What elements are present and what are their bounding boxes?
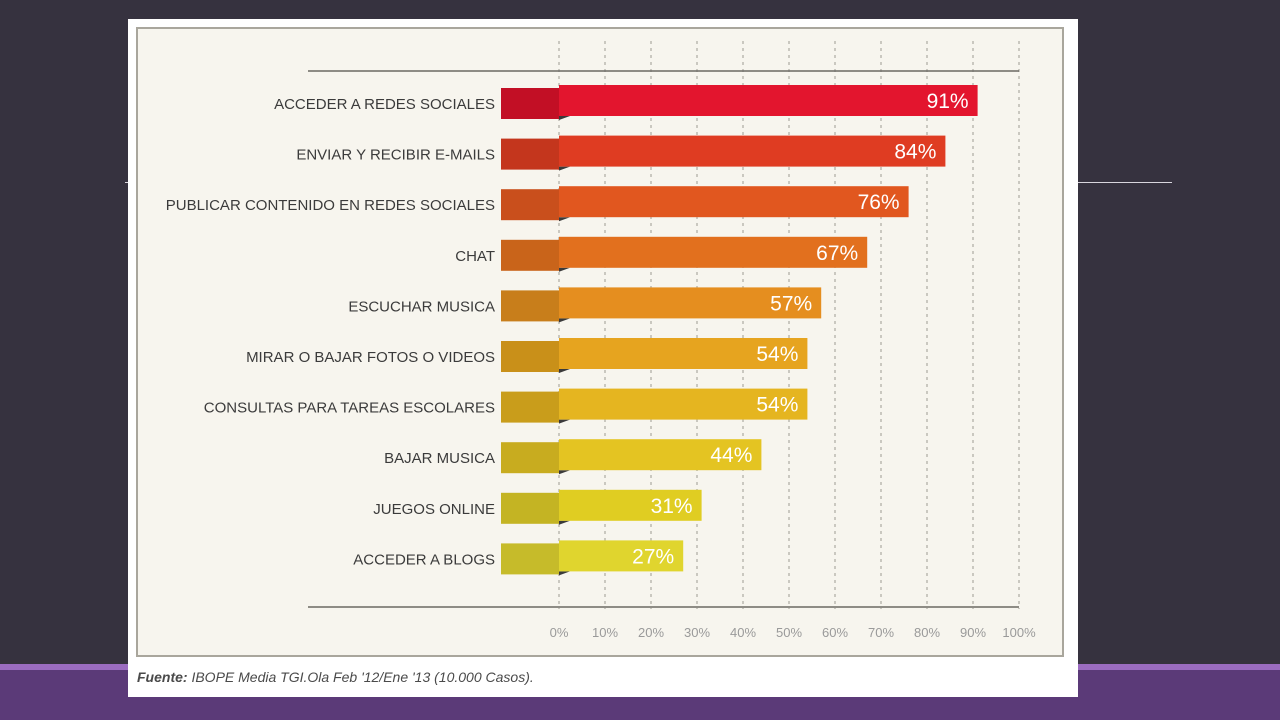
tick-label-6: 60% — [822, 625, 848, 640]
bar-8 — [559, 489, 702, 521]
bar-9 — [559, 540, 684, 572]
bar-4 — [559, 287, 822, 319]
chart-image: 91% ACCEDER A REDES SOCIALES 84% ENVIAR Y R… — [128, 19, 1078, 697]
category-label-5: MIRAR O BAJAR FOTOS O VIDEOS — [246, 349, 495, 366]
category-label-4: ESCUCHAR MUSICA — [348, 298, 495, 315]
tick-label-0: 0% — [550, 625, 569, 640]
bar-value-label-8: 31% — [651, 495, 693, 518]
source-label: Fuente: — [137, 669, 188, 685]
source-text: IBOPE Media TGI.Ola Feb '12/Ene '13 (10.… — [191, 669, 534, 685]
bar-fold-1 — [559, 166, 570, 171]
bar-value-label-6: 54% — [756, 394, 798, 417]
bar-fold-2 — [559, 217, 570, 222]
category-label-0: ACCEDER A REDES SOCIALES — [274, 96, 495, 113]
bar-tab-0 — [501, 88, 559, 119]
bar-fold-5 — [559, 369, 570, 373]
bar-3 — [559, 236, 868, 268]
bar-value-label-3: 67% — [816, 242, 858, 265]
category-label-3: CHAT — [455, 248, 495, 265]
bar-tab-6 — [501, 391, 559, 423]
bar-value-label-5: 54% — [756, 343, 798, 366]
category-label-6: CONSULTAS PARA TAREAS ESCOLARES — [204, 400, 495, 417]
tick-label-4: 40% — [730, 625, 756, 640]
bar-tab-1 — [501, 138, 559, 170]
bar-0 — [559, 85, 978, 116]
bar-fold-4 — [559, 318, 570, 323]
bar-fold-8 — [559, 520, 570, 525]
source-note: Fuente: IBOPE Media TGI.Ola Feb '12/Ene … — [137, 669, 534, 685]
bar-fold-7 — [559, 470, 570, 475]
bar-1 — [559, 135, 946, 167]
bar-tab-5 — [501, 341, 559, 372]
category-label-2: PUBLICAR CONTENIDO EN REDES SOCIALES — [166, 197, 495, 214]
bar-fold-0 — [559, 116, 570, 120]
tick-label-10: 100% — [1002, 625, 1036, 640]
category-label-9: ACCEDER A BLOGS — [353, 551, 495, 568]
tick-label-5: 50% — [776, 625, 802, 640]
category-label-1: ENVIAR Y RECIBIR E-MAILS — [296, 147, 495, 164]
bar-tab-9 — [501, 543, 559, 575]
decor-line-right — [1078, 182, 1172, 183]
category-label-8: JUEGOS ONLINE — [373, 501, 495, 518]
bar-tab-3 — [501, 239, 559, 271]
bar-fold-9 — [559, 571, 570, 576]
bar-5 — [559, 338, 808, 369]
bar-fold-3 — [559, 267, 570, 272]
bar-tab-2 — [501, 189, 559, 221]
tick-label-2: 20% — [638, 625, 664, 640]
tick-label-8: 80% — [914, 625, 940, 640]
bar-chart: 91% ACCEDER A REDES SOCIALES 84% ENVIAR Y R… — [166, 41, 1036, 640]
bar-value-label-4: 57% — [770, 292, 812, 315]
tick-label-3: 30% — [684, 625, 710, 640]
bar-tab-8 — [501, 492, 559, 524]
tick-label-7: 70% — [868, 625, 894, 640]
bar-value-label-9: 27% — [632, 545, 674, 568]
chart-frame: 91% ACCEDER A REDES SOCIALES 84% ENVIAR Y R… — [136, 27, 1064, 657]
bar-2 — [559, 186, 909, 218]
bar-fold-6 — [559, 419, 570, 424]
bar-6 — [559, 388, 808, 420]
bar-7 — [559, 439, 762, 471]
bar-value-label-7: 44% — [710, 444, 752, 467]
bar-value-label-1: 84% — [894, 141, 936, 164]
bar-tab-4 — [501, 290, 559, 322]
bar-value-label-0: 91% — [927, 90, 969, 113]
tick-label-9: 90% — [960, 625, 986, 640]
category-label-7: BAJAR MUSICA — [384, 450, 495, 467]
bar-tab-7 — [501, 442, 559, 474]
tick-label-1: 10% — [592, 625, 618, 640]
bar-value-label-2: 76% — [858, 191, 900, 214]
